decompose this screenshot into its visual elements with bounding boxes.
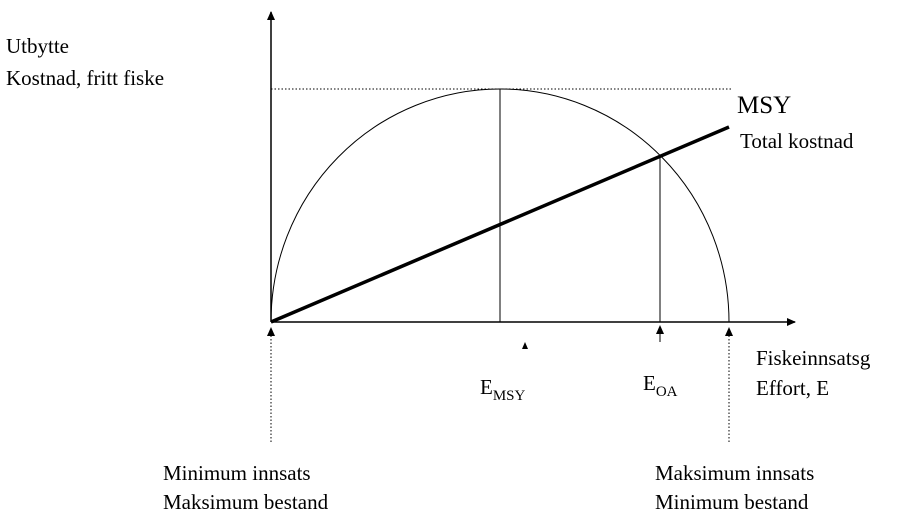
x-label: Fiskeinnsatsg (756, 346, 871, 370)
base: E (480, 375, 493, 399)
eoa-label: EOA (643, 371, 678, 400)
base: E (643, 371, 656, 395)
sub: MSY (493, 388, 526, 404)
right-label: Minimum bestand (655, 490, 809, 514)
y-label: Kostnad, fritt fiske (6, 66, 164, 90)
emsy-label: EMSY (480, 375, 526, 404)
sub: OA (656, 384, 678, 400)
left-label: Maksimum bestand (163, 490, 329, 514)
x-label: Effort, E (756, 376, 829, 400)
y-label: Utbytte (6, 34, 69, 58)
msy-label: MSY (737, 92, 791, 119)
small-mark (522, 342, 528, 349)
right-label: Maksimum innsats (655, 461, 814, 485)
left-label: Minimum innsats (163, 461, 311, 485)
cost-label: Total kostnad (740, 129, 854, 153)
